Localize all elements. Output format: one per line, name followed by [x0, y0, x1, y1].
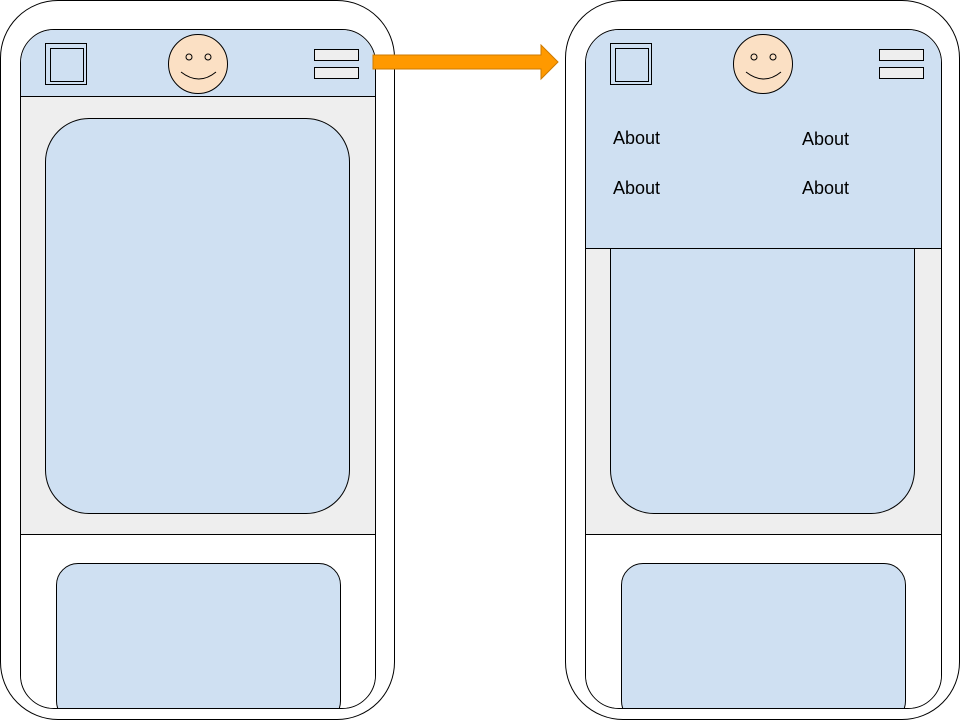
hamburger-menu-icon[interactable] [879, 49, 924, 79]
nav-link-about[interactable]: About [613, 128, 661, 148]
footer-area [586, 534, 941, 708]
header-bar [21, 30, 375, 97]
logo-icon[interactable] [45, 43, 87, 85]
phone-collapsed-screen [20, 29, 376, 709]
hamburger-menu-icon[interactable] [314, 49, 359, 79]
phone-expanded-screen: About About About About [585, 29, 942, 709]
smiley-face-icon[interactable] [168, 34, 228, 94]
footer-card [56, 563, 341, 708]
logo-icon[interactable] [610, 43, 652, 85]
main-content-card [45, 118, 350, 514]
smiley-face-icon[interactable] [733, 34, 793, 94]
phone-collapsed-frame [0, 0, 395, 720]
phone-expanded-frame: About About About About [565, 0, 960, 720]
footer-area [21, 534, 375, 708]
arrow-right-icon [372, 44, 559, 81]
nav-link-about[interactable]: About [802, 129, 850, 149]
nav-link-about[interactable]: About [802, 178, 850, 198]
nav-link-about[interactable]: About [613, 178, 661, 198]
footer-card [621, 563, 906, 708]
expanded-menu-panel: About About About About [586, 30, 941, 249]
